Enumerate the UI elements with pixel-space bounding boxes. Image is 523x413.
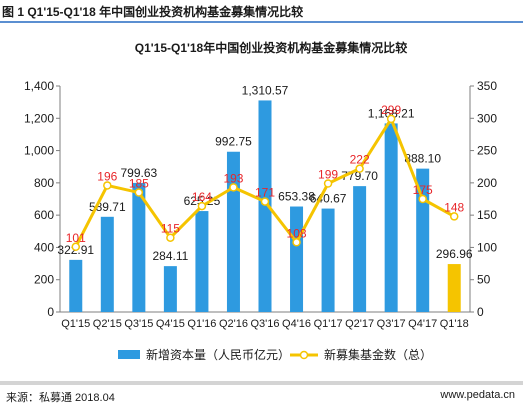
bar bbox=[195, 211, 209, 312]
bar-value-label: 1,310.57 bbox=[242, 83, 289, 97]
line-point bbox=[355, 164, 364, 173]
bar-value-label: 888.10 bbox=[404, 152, 441, 166]
y-tick-label-left: 1,400 bbox=[24, 79, 54, 93]
title-divider bbox=[0, 21, 523, 23]
line-point bbox=[166, 233, 175, 242]
x-tick-label: Q2'16 bbox=[219, 318, 248, 330]
line-value-label: 148 bbox=[444, 200, 464, 214]
y-tick-label-right: 250 bbox=[477, 144, 497, 158]
bar-value-label: 640.67 bbox=[310, 192, 347, 206]
legend-label-line: 新募集基金数（总） bbox=[324, 347, 432, 362]
line-point bbox=[229, 183, 238, 192]
line-point bbox=[386, 114, 396, 124]
line-point bbox=[134, 188, 144, 197]
x-tick-label: Q1'18 bbox=[440, 318, 469, 330]
bar bbox=[258, 100, 272, 312]
line-value-label: 196 bbox=[97, 169, 117, 183]
bar bbox=[447, 264, 461, 312]
line-point bbox=[418, 194, 427, 204]
y-tick-label-right: 150 bbox=[477, 208, 497, 222]
bar bbox=[100, 216, 114, 312]
line-value-label: 193 bbox=[223, 171, 243, 185]
line-point bbox=[292, 238, 301, 247]
bar bbox=[384, 123, 398, 312]
y-tick-label-right: 350 bbox=[477, 79, 497, 93]
figure-title: 图 1 Q1'15-Q1'18 年中国创业投资机构基金募集情况比较 bbox=[2, 5, 304, 19]
y-tick-label-left: 1,000 bbox=[24, 144, 54, 158]
line-value-label: 171 bbox=[255, 186, 275, 200]
bar bbox=[321, 208, 335, 312]
y-tick-label-left: 200 bbox=[34, 273, 54, 287]
bar bbox=[163, 266, 177, 312]
source-note: 来源：私募通 2018.04 bbox=[6, 392, 115, 404]
bar-value-label: 284.11 bbox=[152, 249, 188, 263]
bar bbox=[132, 182, 146, 312]
line-point bbox=[197, 201, 207, 211]
x-tick-label: Q1'17 bbox=[314, 318, 343, 330]
website-link[interactable]: www.pedata.cn bbox=[440, 389, 515, 401]
line-point bbox=[103, 181, 112, 190]
line-point bbox=[71, 242, 81, 252]
line-value-label: 175 bbox=[413, 183, 433, 197]
legend-swatch-bar bbox=[118, 350, 140, 359]
y-tick-label-left: 1,200 bbox=[24, 111, 54, 125]
chart-title: Q1'15-Q1'18年中国创业投资机构基金募集情况比较 bbox=[135, 40, 407, 55]
x-tick-label: Q2'17 bbox=[345, 318, 374, 330]
chart: Q1'15-Q1'18年中国创业投资机构基金募集情况比较 0 200 400 600 80… bbox=[24, 40, 497, 362]
x-tick-label: Q4'16 bbox=[282, 318, 311, 330]
x-tick-label: Q1'16 bbox=[187, 318, 216, 330]
bar-value-label: 992.75 bbox=[215, 135, 252, 149]
y-tick-label-left: 800 bbox=[34, 176, 54, 190]
bar-value-label: 799.63 bbox=[120, 166, 157, 180]
y-tick-label-left: 600 bbox=[34, 208, 54, 222]
line-value-label: 199 bbox=[318, 168, 338, 182]
bar-value-label: 625.25 bbox=[184, 194, 221, 208]
line-value-label: 108 bbox=[287, 226, 307, 240]
y-tick-label-left: 400 bbox=[34, 240, 54, 254]
line-value-label: 101 bbox=[66, 231, 86, 245]
line-value-label: 185 bbox=[129, 177, 149, 191]
bar bbox=[353, 186, 367, 312]
legend-label-bar: 新增资本量（人民币亿元） bbox=[146, 347, 290, 362]
y-tick-label-right: 0 bbox=[477, 305, 484, 319]
x-tick-label: Q3'17 bbox=[377, 318, 406, 330]
line-point bbox=[323, 179, 333, 188]
x-tick-label: Q3'16 bbox=[250, 318, 279, 330]
y-tick-label-right: 200 bbox=[477, 176, 497, 190]
footer-divider bbox=[0, 381, 523, 385]
bar-value-label: 653.38 bbox=[278, 190, 315, 204]
legend-swatch-marker bbox=[299, 350, 309, 360]
x-tick-label: Q3'15 bbox=[124, 318, 153, 330]
y-tick-label-right: 50 bbox=[477, 273, 491, 287]
line-value-label: 299 bbox=[381, 103, 401, 117]
x-tick-label: Q4'17 bbox=[408, 318, 437, 330]
line-point bbox=[449, 212, 459, 221]
x-tick-label: Q1'15 bbox=[61, 318, 90, 330]
line-value-label: 164 bbox=[192, 190, 212, 204]
x-tick-label: Q4'15 bbox=[156, 318, 185, 330]
line-value-label: 222 bbox=[350, 153, 370, 167]
bar bbox=[226, 151, 240, 312]
y-tick-label-left: 0 bbox=[47, 305, 54, 319]
x-tick-label: Q2'15 bbox=[93, 318, 122, 330]
bar bbox=[69, 259, 83, 312]
y-tick-label-right: 100 bbox=[477, 240, 497, 254]
line-value-label: 115 bbox=[161, 222, 180, 236]
bar bbox=[290, 206, 304, 312]
bar-value-label: 296.96 bbox=[436, 247, 473, 261]
line-point bbox=[260, 197, 270, 206]
bar-value-label: 1,168.21 bbox=[368, 106, 415, 120]
y-tick-label-right: 300 bbox=[477, 111, 497, 125]
bar bbox=[416, 168, 430, 312]
